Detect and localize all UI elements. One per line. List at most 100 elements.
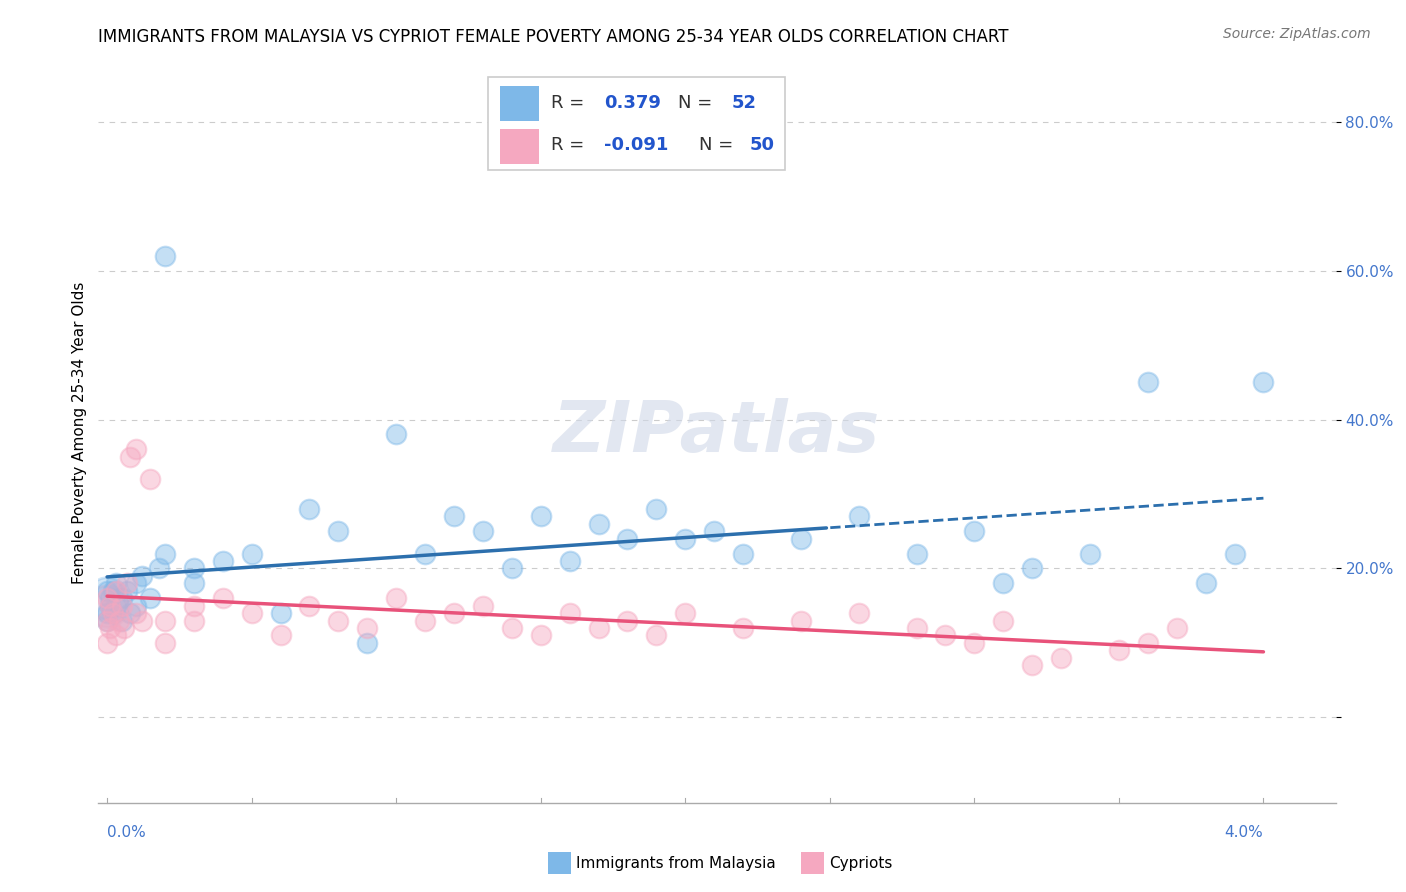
Point: [1136, 636, 1159, 650]
Point: [96, 583, 118, 598]
Point: [848, 606, 870, 620]
Point: [328, 614, 350, 628]
Point: [471, 599, 494, 613]
Text: 4.0%: 4.0%: [1225, 825, 1264, 840]
Point: [356, 621, 378, 635]
Point: [934, 628, 956, 642]
Point: [98, 621, 121, 635]
Point: [125, 576, 148, 591]
Point: [139, 472, 162, 486]
Point: [501, 561, 523, 575]
Point: [1050, 650, 1073, 665]
Point: [117, 576, 139, 591]
Point: [240, 547, 263, 561]
Point: [125, 442, 148, 457]
Point: [153, 547, 176, 561]
Point: [104, 583, 127, 598]
Point: [1253, 376, 1275, 390]
Point: [963, 636, 986, 650]
Point: [1021, 561, 1043, 575]
Point: [733, 547, 755, 561]
Point: [125, 599, 148, 613]
Point: [110, 599, 132, 613]
Point: [270, 606, 292, 620]
Point: [104, 576, 127, 591]
Point: [183, 614, 205, 628]
Point: [270, 628, 292, 642]
Point: [153, 636, 176, 650]
Point: [125, 606, 148, 620]
Point: [443, 606, 465, 620]
Point: [413, 614, 436, 628]
Text: IMMIGRANTS FROM MALAYSIA VS CYPRIOT FEMALE POVERTY AMONG 25-34 YEAR OLDS CORRELA: IMMIGRANTS FROM MALAYSIA VS CYPRIOT FEMA…: [98, 28, 1010, 45]
Text: Cypriots: Cypriots: [830, 856, 893, 871]
Point: [1108, 643, 1130, 657]
Point: [993, 576, 1015, 591]
Point: [413, 547, 436, 561]
Point: [96, 614, 118, 628]
Point: [104, 628, 127, 642]
Point: [673, 606, 696, 620]
Text: 0.0%: 0.0%: [107, 825, 146, 840]
Point: [96, 591, 118, 606]
Point: [117, 583, 139, 598]
Point: [501, 621, 523, 635]
Point: [114, 621, 136, 635]
Point: [96, 636, 118, 650]
Point: [153, 249, 176, 263]
Point: [98, 599, 121, 613]
Point: [131, 569, 153, 583]
Point: [588, 621, 610, 635]
Point: [240, 606, 263, 620]
Point: [530, 628, 553, 642]
Point: [153, 614, 176, 628]
Point: [645, 502, 668, 516]
Point: [385, 427, 408, 442]
Point: [673, 532, 696, 546]
Point: [385, 591, 408, 606]
Point: [98, 591, 121, 606]
Point: [298, 599, 321, 613]
Point: [558, 606, 581, 620]
Point: [139, 591, 162, 606]
Point: [848, 509, 870, 524]
Y-axis label: Female Poverty Among 25-34 Year Olds: Female Poverty Among 25-34 Year Olds: [72, 282, 87, 583]
Point: [733, 621, 755, 635]
Point: [443, 509, 465, 524]
Point: [1194, 576, 1216, 591]
Point: [530, 509, 553, 524]
Point: [328, 524, 350, 539]
Point: [183, 561, 205, 575]
Point: [790, 532, 813, 546]
Point: [1223, 547, 1246, 561]
Point: [101, 606, 124, 620]
Point: [1166, 621, 1188, 635]
Text: Immigrants from Malaysia: Immigrants from Malaysia: [576, 856, 776, 871]
Point: [211, 591, 233, 606]
Point: [1136, 376, 1159, 390]
Point: [963, 524, 986, 539]
Point: [107, 614, 129, 628]
Point: [104, 599, 127, 613]
Point: [703, 524, 725, 539]
Point: [1078, 547, 1101, 561]
Point: [96, 606, 118, 620]
Point: [905, 621, 928, 635]
Point: [993, 614, 1015, 628]
Point: [588, 516, 610, 531]
Point: [558, 554, 581, 568]
Point: [645, 628, 668, 642]
Point: [101, 583, 124, 598]
Point: [183, 576, 205, 591]
Point: [616, 532, 638, 546]
Point: [96, 614, 118, 628]
Text: ZIPatlas: ZIPatlas: [554, 398, 880, 467]
Point: [148, 561, 170, 575]
Point: [110, 591, 132, 606]
Point: [120, 606, 142, 620]
Point: [1021, 658, 1043, 673]
Point: [905, 547, 928, 561]
Point: [110, 614, 132, 628]
Point: [356, 636, 378, 650]
Point: [96, 599, 118, 613]
